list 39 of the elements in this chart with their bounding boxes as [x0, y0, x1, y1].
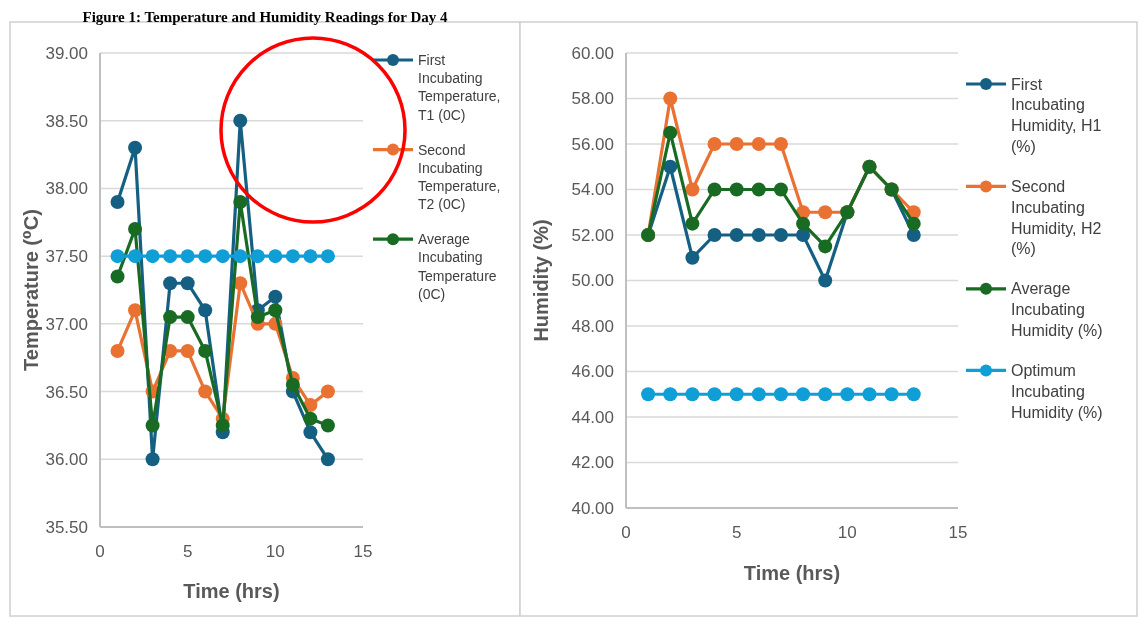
y-tick-label: 40.00: [571, 498, 614, 518]
x-tick-label: 10: [265, 542, 285, 561]
x-tick-label: 15: [353, 542, 373, 561]
x-axis-title: Time (hrs): [183, 580, 280, 602]
y-tick-label: 56.00: [571, 134, 614, 154]
y-tick-label: 58.00: [571, 89, 614, 109]
y-tick-label: 37.00: [45, 314, 88, 334]
x-tick-label: 5: [182, 542, 193, 561]
y-tick-label: 36.50: [45, 382, 88, 402]
y-axis-title: Temperature (⁰C): [20, 209, 42, 371]
y-tick-label: 60.00: [571, 43, 614, 63]
y-tick-label: 46.00: [571, 362, 614, 382]
legend-label: Average Incubating Humidity (%): [1011, 280, 1103, 339]
legend-label: Second Incubating Humidity, H2 (%): [1011, 178, 1102, 258]
y-tick-label: 36.00: [45, 450, 88, 470]
legend-label: Second Incubating Temperature, T2 (0C): [418, 141, 501, 213]
y-tick-label: 52.00: [571, 225, 614, 245]
x-tick-label: 0: [621, 523, 631, 542]
x-axis-title: Time (hrs): [743, 562, 841, 584]
legend-label: Optimum Incubating Humidity (%): [1011, 362, 1103, 421]
y-tick-label: 54.00: [571, 180, 614, 200]
legend-label: First Incubating Temperature, T1 (0C): [418, 51, 501, 123]
y-tick-label: 38.00: [45, 179, 88, 199]
x-tick-label: 10: [837, 523, 857, 542]
y-tick-label: 44.00: [571, 407, 614, 427]
y-tick-label: 35.50: [45, 517, 88, 537]
y-tick-label: 50.00: [571, 271, 614, 291]
chart-title: Figure 1: Temperature and Humidity Readings for Day 4: [82, 9, 448, 26]
x-tick-label: 5: [731, 523, 742, 542]
x-tick-label: 15: [948, 523, 968, 542]
y-tick-label: 38.50: [45, 111, 88, 131]
y-axis-title: Humidity (%): [530, 219, 552, 342]
y-tick-label: 48.00: [571, 316, 614, 336]
y-tick-label: 39.00: [45, 43, 88, 63]
legend-label: First Incubating Humidity, H1 (%): [1011, 75, 1102, 155]
x-tick-label: 0: [95, 542, 105, 561]
y-tick-label: 37.50: [45, 247, 88, 267]
y-tick-label: 42.00: [571, 453, 614, 473]
legend-label: Average Incubating Temperature (0C): [418, 231, 497, 302]
